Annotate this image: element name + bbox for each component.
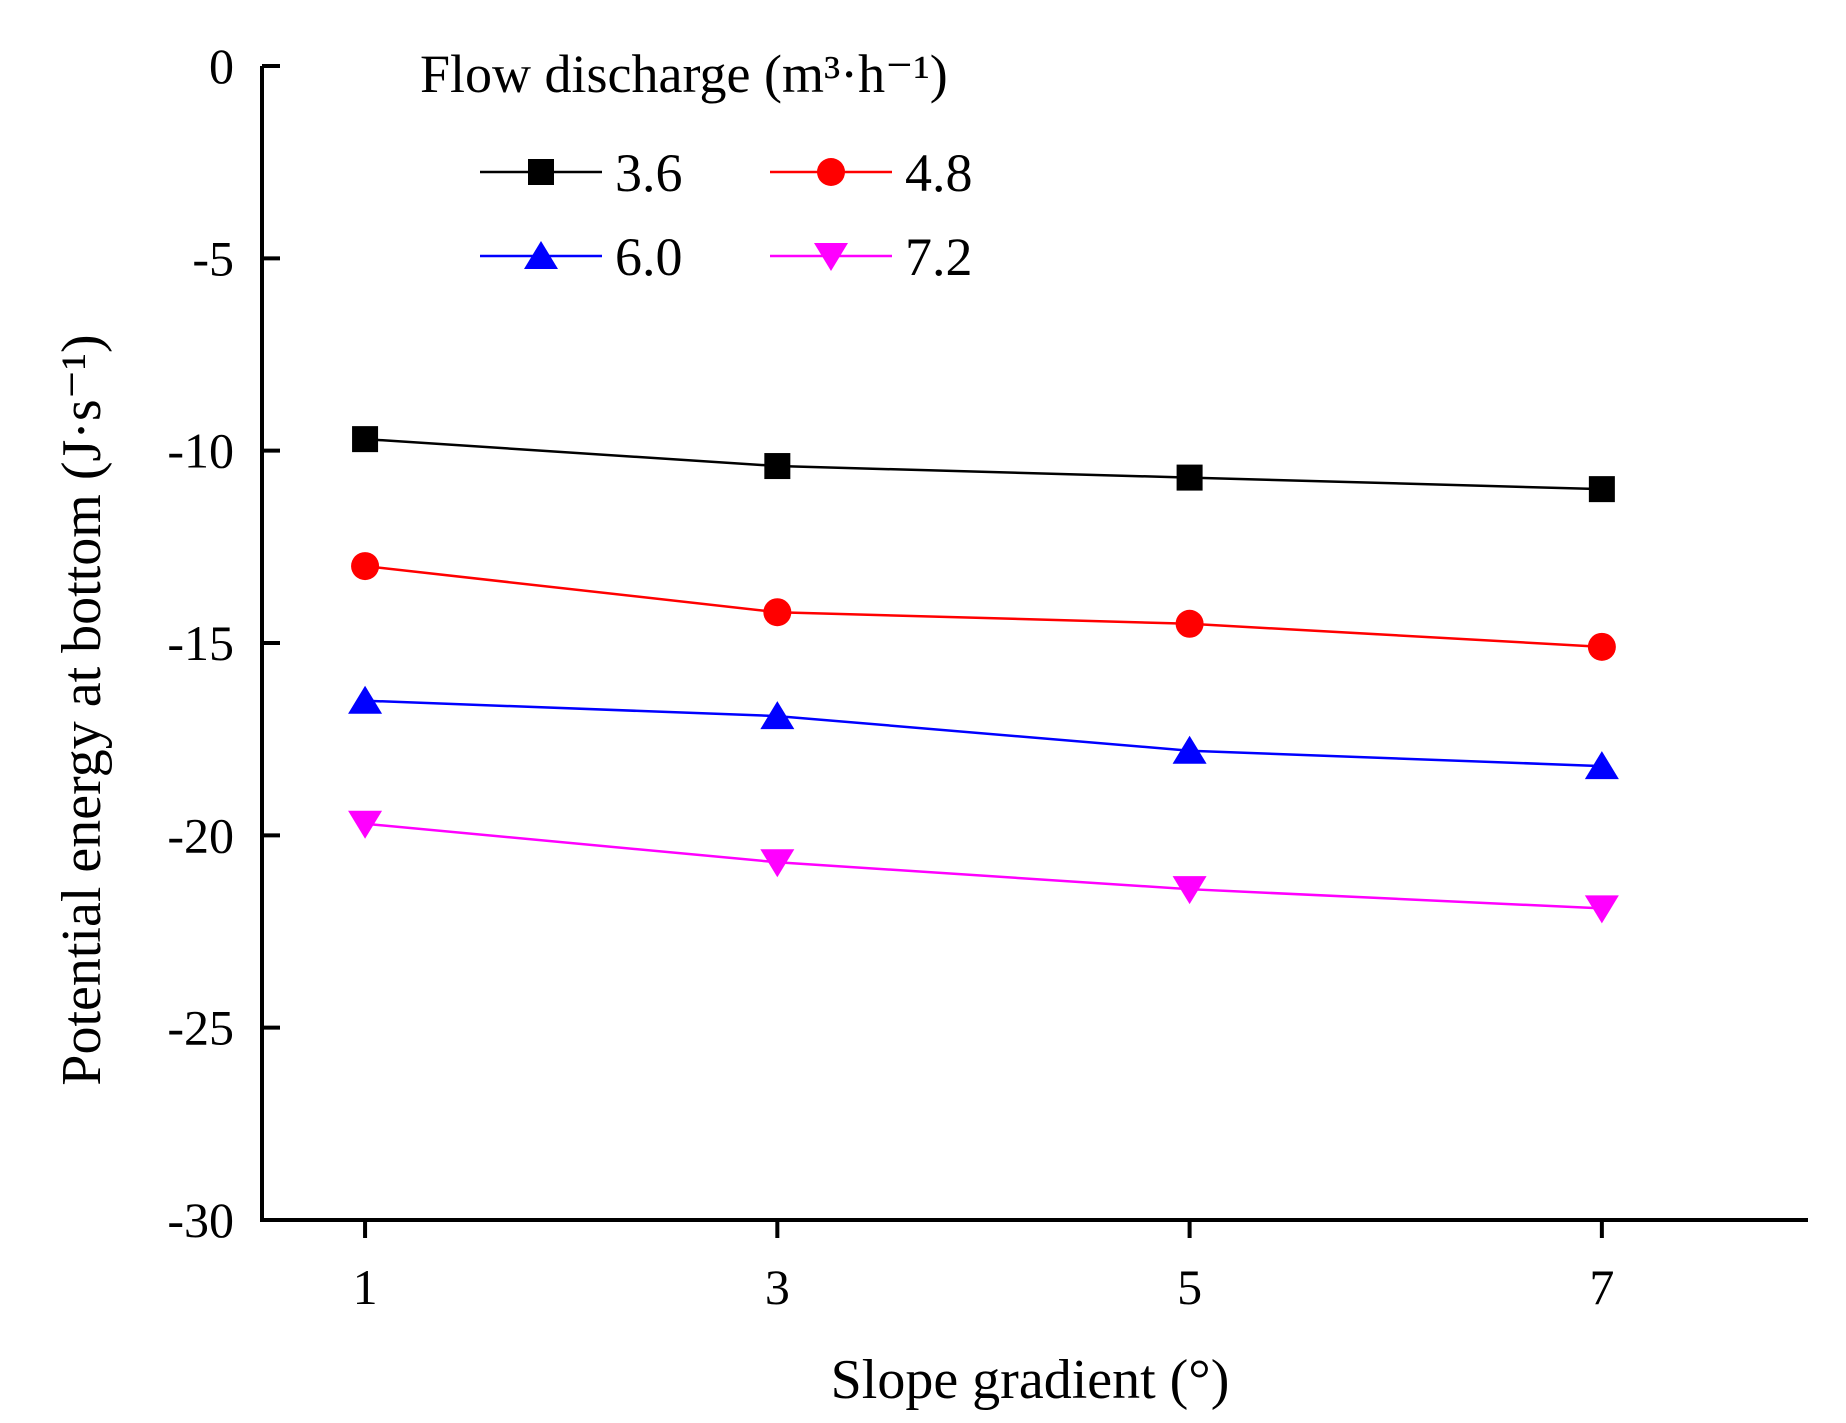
- series-7.2: [348, 810, 1619, 924]
- legend-marker: [528, 159, 554, 185]
- data-point: [1172, 876, 1207, 905]
- data-point: [348, 685, 383, 714]
- series-line: [365, 699, 1602, 768]
- y-tick-label: -15: [167, 615, 234, 671]
- legend-item: 4.8: [770, 143, 973, 203]
- series-line: [364, 564, 1602, 649]
- legend-title: Flow discharge (m³·h⁻¹): [420, 44, 948, 104]
- data-point: [1587, 632, 1616, 661]
- legend-label: 6.0: [615, 227, 683, 287]
- data-point: [760, 701, 795, 730]
- legend-marker: [524, 241, 558, 269]
- x-tick-label: 3: [765, 1259, 790, 1315]
- series-6.0: [348, 685, 1619, 780]
- x-tick-label: 7: [1589, 1259, 1614, 1315]
- legend-item: 6.0: [480, 227, 683, 287]
- series-line: [364, 437, 1602, 491]
- legend-item: 3.6: [480, 143, 683, 203]
- legend-item: 7.2: [770, 227, 973, 287]
- y-tick-label: -25: [167, 1000, 234, 1056]
- x-tick-label: 1: [353, 1259, 378, 1315]
- legend-label: 3.6: [615, 143, 683, 203]
- legend: Flow discharge (m³·h⁻¹) 3.6 4.8 6.0 7.2: [420, 44, 973, 287]
- data-point: [1584, 895, 1619, 924]
- x-tick-label: 5: [1177, 1259, 1202, 1315]
- data-point: [351, 552, 380, 581]
- y-tick-label: -5: [192, 230, 234, 286]
- data-point: [1588, 476, 1615, 503]
- data-point: [1172, 735, 1207, 764]
- data-point: [352, 426, 379, 453]
- series-3.6: [352, 426, 1615, 503]
- data-point: [1584, 751, 1619, 780]
- x-axis-title: Slope gradient (°): [831, 1349, 1230, 1411]
- legend-label: 7.2: [905, 227, 973, 287]
- series-layer: [348, 426, 1619, 924]
- data-point: [764, 453, 791, 480]
- data-point: [1176, 464, 1203, 491]
- data-point: [763, 598, 792, 627]
- axes: [260, 66, 1808, 1222]
- y-ticks: 0 -5 -10 -15 -20 -25 -30: [167, 38, 280, 1248]
- legend-marker: [817, 158, 845, 186]
- data-point: [1175, 609, 1204, 638]
- legend-label: 4.8: [905, 143, 973, 203]
- data-point: [760, 849, 795, 878]
- y-axis-title: Potential energy at bottom (J·s⁻¹): [51, 334, 113, 1085]
- series-4.8: [351, 552, 1616, 661]
- y-tick-label: -30: [167, 1192, 234, 1248]
- data-point: [348, 810, 383, 839]
- series-line: [364, 822, 1602, 910]
- y-tick-label: 0: [209, 38, 234, 94]
- y-tick-label: -20: [167, 807, 234, 863]
- legend-marker: [814, 243, 848, 271]
- x-ticks: 1 3 5 7: [353, 1220, 1614, 1315]
- y-tick-label: -10: [167, 423, 234, 479]
